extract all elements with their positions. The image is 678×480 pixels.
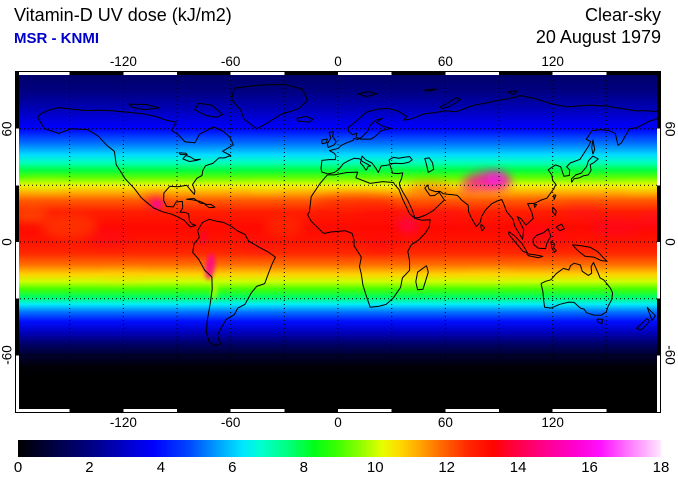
top-axis-label: -120 [109,54,137,69]
colorbar-tick-label: 16 [581,459,598,476]
bottom-axis-label: 60 [437,415,453,430]
bottom-axis-label: 120 [541,415,564,430]
map-frame-right [657,72,660,412]
left-axis-label: 0 [0,238,15,246]
map-frame-bottom [16,409,660,412]
top-axis-label: 120 [541,54,564,69]
coastlines [37,83,660,347]
colorbar-tick-label: 0 [13,459,23,476]
uv-heatmap [16,72,660,412]
top-axis-label: 60 [437,54,453,69]
colorbar-tick-label: 14 [509,459,527,476]
date-label: 20 August 1979 [535,27,661,47]
source-label: MSR - KNMI [14,30,99,47]
bottom-axis-label: -120 [109,415,137,430]
right-axis-label: 0 [662,238,678,246]
top-axis-label: 0 [334,54,342,69]
colorbar-tick-label: 4 [156,459,166,476]
colorbar-tick-label: 8 [299,459,308,476]
world-map [15,71,661,413]
top-axis-label: -60 [220,54,241,69]
condition-label: Clear-sky [584,5,661,25]
colorbar [18,440,661,457]
right-axis-label: 60 [662,121,678,137]
colorbar-tick-label: 18 [652,459,670,476]
map-frame-top [16,72,660,75]
colorbar-tick-label: 6 [228,459,237,476]
left-axis-label: -60 [0,345,15,366]
page-title: Vitamin-D UV dose (kJ/m2) [14,5,232,25]
colorbar-tick-label: 2 [85,459,94,476]
bottom-axis-label: 0 [334,415,342,430]
right-axis-label: -60 [662,345,678,366]
bottom-axis-label: -60 [220,415,241,430]
grid-lines [16,72,660,412]
left-axis-label: 60 [0,121,15,137]
colorbar-tick-label: 12 [438,459,455,476]
colorbar-tick-label: 10 [366,459,384,476]
map-frame-left [16,72,19,412]
